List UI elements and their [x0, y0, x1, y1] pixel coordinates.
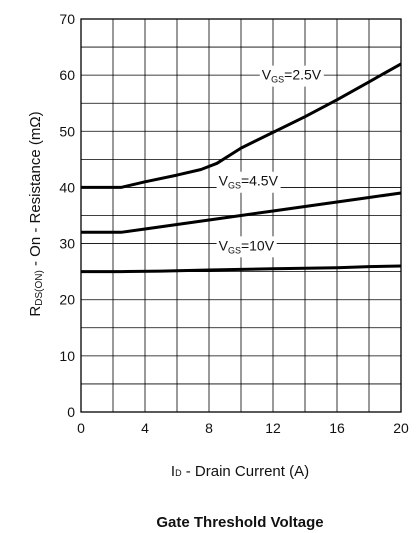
series-label-2: VGS=10V	[216, 236, 277, 258]
y-tick-label: 20	[59, 292, 75, 308]
y-tick-label: 50	[59, 123, 75, 139]
chart-caption: Gate Threshold Voltage	[156, 514, 323, 531]
x-axis-label: ID - Drain Current (A)	[171, 463, 309, 480]
y-tick-label: 70	[59, 11, 75, 27]
y-tick-label: 0	[67, 404, 75, 420]
y-tick-label: 60	[59, 67, 75, 83]
x-tick-label: 8	[205, 420, 213, 436]
tick-labels: 0 4 8 12 16 20 0 10 20 30 40 50 60 70	[59, 11, 409, 436]
x-tick-label: 12	[265, 420, 281, 436]
series-line-0	[81, 62, 402, 189]
x-tick-label: 4	[141, 420, 149, 436]
svg-text:VGS=4.5V: VGS=4.5V	[219, 173, 279, 191]
plot-frame	[80, 18, 402, 413]
y-tick-label: 40	[59, 179, 75, 195]
y-axis-label: RDS(ON) - On - Resistance (mΩ)	[27, 111, 45, 316]
x-tick-label: 0	[77, 420, 85, 436]
series-line-1	[81, 191, 402, 234]
series-line-2	[81, 264, 402, 274]
series-label-1: VGS=4.5V	[216, 171, 281, 193]
svg-text:VGS=10V: VGS=10V	[219, 237, 275, 255]
x-tick-label: 16	[329, 420, 345, 436]
series-group	[81, 62, 402, 274]
series-label-0: VGS=2.5V	[259, 65, 324, 87]
x-tick-label: 20	[393, 420, 409, 436]
y-tick-label: 30	[59, 236, 75, 252]
series-labels: VGS=2.5V VGS=4.5V VGS=10V	[216, 65, 324, 258]
svg-text:VGS=2.5V: VGS=2.5V	[262, 67, 322, 85]
y-tick-label: 10	[59, 348, 75, 364]
